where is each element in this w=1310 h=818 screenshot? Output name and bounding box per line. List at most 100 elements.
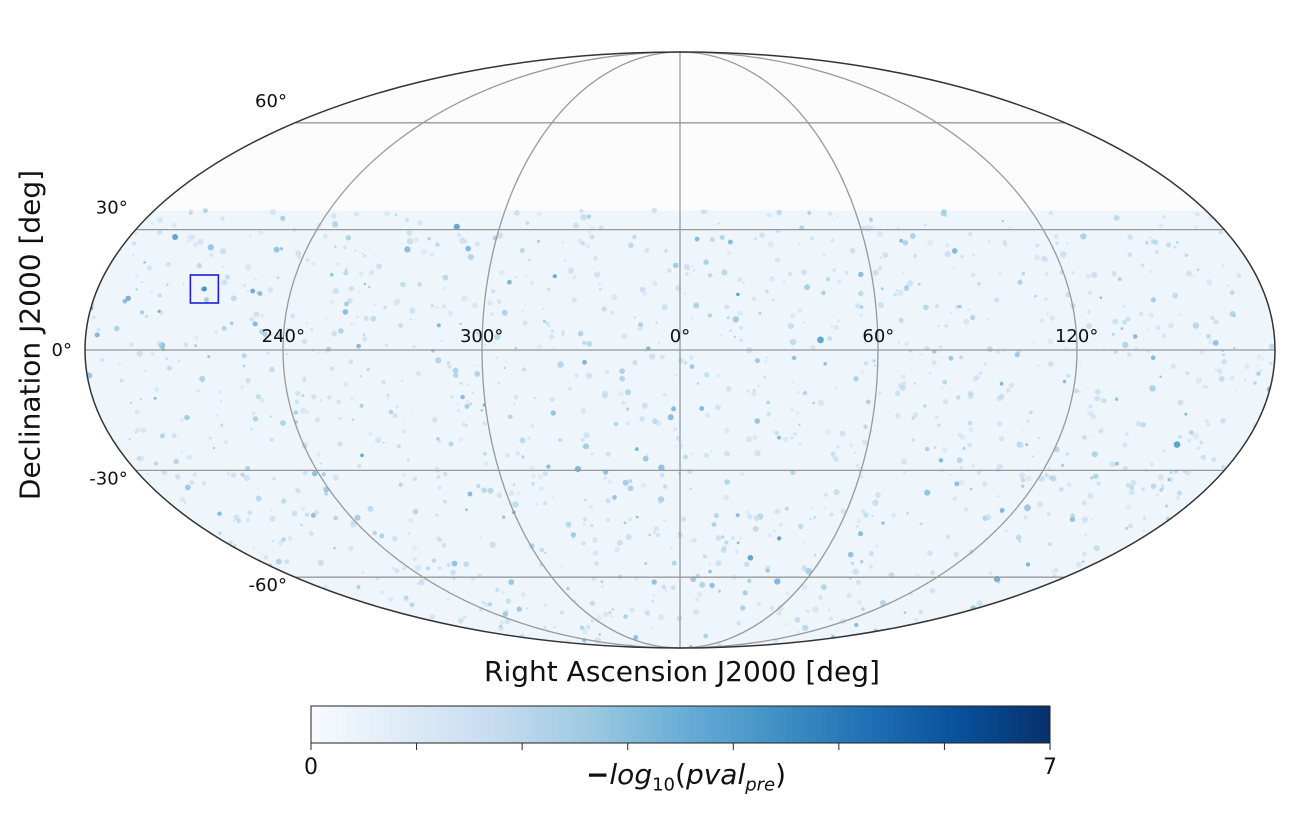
- hotspot-pixel: [861, 439, 868, 446]
- hotspot-marker-box[interactable]: [189, 274, 220, 304]
- hotspot-pixel: [230, 321, 234, 325]
- hotspot-pixel: [956, 395, 961, 400]
- hotspot-pixel: [611, 608, 614, 611]
- hotspot-pixel: [388, 409, 394, 415]
- hotspot-pixel: [382, 441, 385, 444]
- hotspot-pixel: [898, 317, 904, 323]
- hotspot-pixel: [735, 513, 740, 518]
- hotspot-pixel: [521, 310, 524, 313]
- hotspot-pixel: [649, 353, 656, 360]
- hotspot-pixel: [794, 616, 801, 623]
- hotspot-pixel: [491, 289, 496, 294]
- hotspot-pixel: [830, 325, 834, 328]
- hotspot-pixel: [1074, 388, 1079, 394]
- hotspot-pixel: [501, 309, 508, 316]
- hotspot-pixel: [1047, 338, 1054, 345]
- hotspot-pixel: [1081, 516, 1089, 523]
- hotspot-pixel: [519, 437, 526, 444]
- hotspot-pixel: [968, 427, 974, 432]
- hotspot-pixel: [375, 437, 382, 444]
- hotspot-pixel: [689, 540, 692, 544]
- hotspot-pixel: [414, 237, 419, 242]
- hotspot-pixel: [996, 420, 1003, 427]
- hotspot-pixel: [495, 356, 499, 360]
- hotspot-pixel: [895, 413, 901, 419]
- hotspot-pixel: [715, 404, 721, 411]
- hotspot-pixel: [778, 522, 784, 528]
- hotspot-pixel: [1167, 478, 1171, 482]
- hotspot-pixel: [366, 367, 370, 372]
- hotspot-pixel: [923, 404, 927, 408]
- hotspot-pixel: [853, 376, 859, 382]
- hotspot-pixel: [542, 471, 548, 477]
- hotspot-pixel: [258, 230, 264, 236]
- hotspot-pixel: [250, 288, 256, 294]
- hotspot-pixel: [1249, 288, 1252, 291]
- hotspot-pixel: [157, 229, 163, 235]
- hotspot-pixel: [219, 399, 223, 403]
- hotspot-pixel: [384, 211, 390, 217]
- hotspot-pixel: [394, 568, 400, 574]
- hotspot-pixel: [547, 324, 551, 328]
- axis-tick-labels: 120° 60° 0° 300° 240° 60° 30° 0° -30° -60°: [52, 91, 1099, 596]
- hotspot-pixel: [598, 287, 602, 291]
- hotspot-pixel: [280, 215, 286, 221]
- hotspot-pixel: [864, 361, 869, 366]
- hotspot-pixel: [296, 488, 302, 494]
- hotspot-pixel: [502, 611, 509, 617]
- hotspot-pixel: [408, 517, 414, 523]
- hotspot-pixel: [135, 288, 139, 291]
- hotspot-pixel: [1058, 487, 1064, 492]
- hotspot-point: [201, 286, 207, 292]
- hotspot-pixel: [638, 322, 644, 328]
- hotspot-pixel: [96, 327, 101, 332]
- hotspot-pixel: [442, 499, 447, 504]
- hotspot-pixel: [345, 235, 352, 241]
- hotspot-pixel: [300, 523, 303, 527]
- hotspot-pixel: [505, 609, 508, 612]
- hotspot-pixel: [226, 471, 231, 476]
- hotspot-pixel: [551, 496, 555, 499]
- hotspot-pixel: [1044, 257, 1049, 262]
- hotspot-pixel: [1170, 363, 1176, 369]
- hotspot-pixel: [857, 600, 862, 605]
- hotspot-pixel: [672, 262, 679, 269]
- hotspot-pixel: [1008, 225, 1013, 230]
- hotspot-pixel: [745, 436, 752, 443]
- hotspot-pixel: [1218, 230, 1223, 235]
- hotspot-pixel: [785, 591, 789, 596]
- hotspot-pixel: [739, 537, 743, 540]
- hotspot-pixel: [549, 397, 555, 402]
- hotspot-pixel: [860, 559, 864, 564]
- hotspot-pixel: [1159, 375, 1162, 378]
- hotspot-pixel: [1047, 466, 1051, 471]
- hotspot-pixel: [499, 624, 503, 628]
- map-outline: [84, 51, 1276, 649]
- hotspot-pixel: [835, 630, 838, 633]
- hotspot-pixel: [1078, 390, 1081, 393]
- hotspot-pixel: [888, 572, 895, 578]
- colorbar-ticks: [310, 743, 1051, 750]
- hotspot-pixel: [996, 464, 1002, 470]
- hotspot-pixel: [272, 539, 275, 542]
- hotspot-pixel: [525, 221, 530, 225]
- hotspot-pixel: [249, 235, 252, 238]
- hotspot-pixel: [859, 313, 863, 317]
- hotspot-pixel: [165, 262, 171, 267]
- hotspot-pixel: [655, 321, 658, 324]
- hotspot-pixel: [602, 611, 609, 618]
- hotspot-pixel: [845, 271, 849, 275]
- hotspot-pixel: [678, 357, 684, 364]
- hotspot-pixel: [302, 570, 305, 573]
- hotspot-pixel: [476, 364, 479, 368]
- hotspot-pixel: [305, 321, 308, 325]
- hotspot-pixel: [664, 589, 668, 592]
- hotspot-pixel: [275, 558, 282, 565]
- hotspot-pixel: [398, 298, 401, 301]
- hotspot-pixel: [550, 329, 555, 333]
- hotspot-pixel: [810, 344, 816, 351]
- hotspot-pixel: [769, 276, 776, 283]
- hotspot-pixel: [583, 443, 590, 450]
- hotspot-pixel: [333, 515, 338, 521]
- hotspot-pixel: [611, 294, 618, 300]
